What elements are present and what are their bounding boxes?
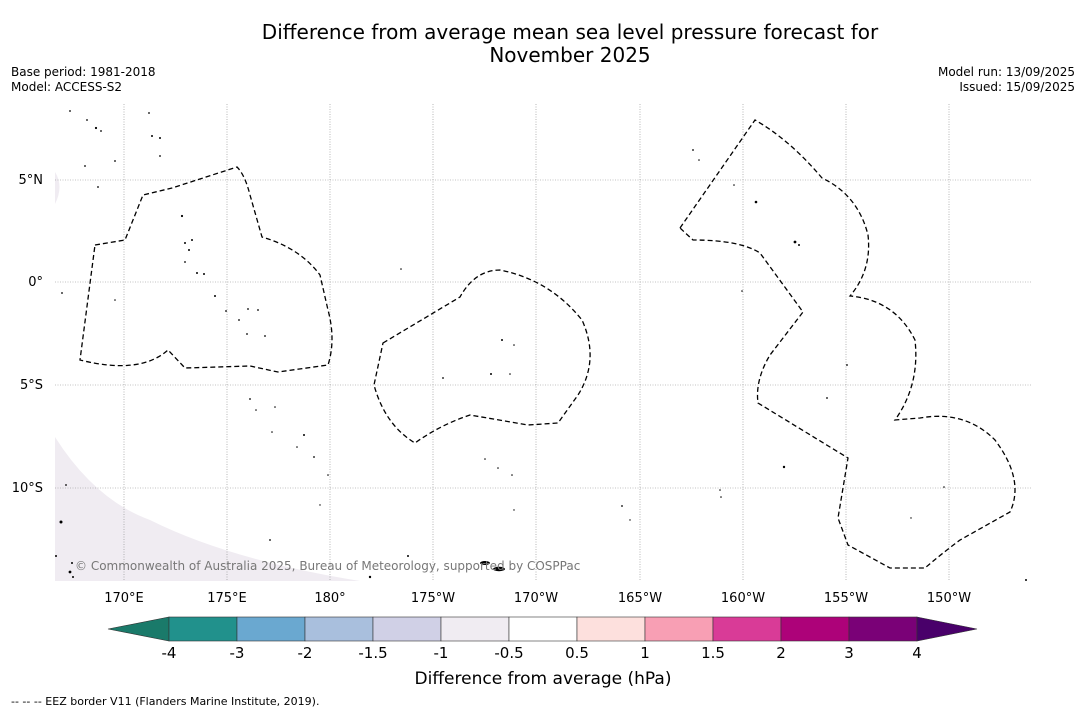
colorbar-segment-3	[304, 616, 374, 642]
eez-border-kiribati-gilbert	[79, 166, 333, 373]
lon-label-160w: 160°W	[721, 591, 765, 606]
lon-label-175e: 175°E	[207, 591, 247, 606]
colorbar-tick: -1.5	[358, 644, 387, 662]
colorbar-label: Difference from average (hPa)	[415, 669, 672, 689]
anomaly-region-bottom-left	[55, 437, 360, 581]
eez-footnote: -- -- -- EEZ border V11 (Flanders Marine…	[11, 695, 320, 708]
anomaly-region-top-left	[55, 172, 60, 204]
lon-label-165w: 165°W	[618, 591, 662, 606]
colorbar-segment-5	[440, 616, 510, 642]
model-text: Model: ACCESS-S2	[11, 80, 123, 94]
run-info: Model run: 13/09/2025 Issued: 15/09/2025	[938, 65, 1075, 95]
colorbar-ticks: -4 -3 -2 -1.5 -1 -0.5 0.5 1 1.5 2 3 4	[162, 644, 922, 662]
lat-label-0: 0°	[28, 275, 43, 290]
colorbar-tick: -4	[162, 644, 177, 662]
islands	[55, 110, 1027, 581]
title-line-2: November 2025	[489, 43, 651, 67]
colorbar-tick: 1.5	[701, 644, 725, 662]
colorbar-tick: 4	[912, 644, 922, 662]
eez-border-line-islands	[679, 119, 1016, 569]
lon-label-175w: 175°W	[411, 591, 455, 606]
lon-label-170e: 170°E	[104, 591, 144, 606]
model-run-text: Model run: 13/09/2025	[937, 65, 1075, 79]
base-info: Base period: 1981-2018 Model: ACCESS-S2	[11, 65, 156, 95]
colorbar-extend-low	[107, 616, 170, 642]
colorbar-segment-10	[780, 616, 850, 642]
issued-text: Issued: 15/09/2025	[959, 80, 1075, 94]
colorbar-tick: -1	[434, 644, 449, 662]
colorbar-tick: -3	[230, 644, 245, 662]
colorbar-segment-11	[848, 616, 918, 642]
colorbar-tick: -0.5	[494, 644, 523, 662]
base-period-text: Base period: 1981-2018	[11, 65, 156, 79]
eez-border-phoenix	[373, 269, 591, 444]
lon-label-150w: 150°W	[927, 591, 971, 606]
colorbar-tick: 3	[844, 644, 854, 662]
copyright-text: © Commonwealth of Australia 2025, Bureau…	[75, 559, 580, 573]
lat-label-5s: 5°S	[20, 378, 43, 393]
eez-borders	[79, 119, 1016, 569]
lat-label-10s: 10°S	[12, 481, 43, 496]
chart-title: Difference from average mean sea level p…	[0, 21, 1085, 67]
colorbar-tick: -2	[298, 644, 313, 662]
colorbar-extend-high	[916, 616, 978, 642]
colorbar-segment-2	[236, 616, 306, 642]
colorbar-segment-1	[168, 616, 238, 642]
colorbar-segment-4	[372, 616, 442, 642]
lat-label-5n: 5°N	[19, 173, 44, 188]
lat-labels: 5°N 0° 5°S 10°S	[12, 173, 43, 496]
colorbar-tick: 2	[776, 644, 786, 662]
colorbar-segment-6	[508, 616, 578, 642]
colorbar-tick: 0.5	[565, 644, 589, 662]
lon-label-170w: 170°W	[514, 591, 558, 606]
lon-label-155w: 155°W	[824, 591, 868, 606]
colorbar-segment-9	[712, 616, 782, 642]
title-line-1: Difference from average mean sea level p…	[261, 20, 879, 44]
colorbar-segment-8	[644, 616, 714, 642]
lon-label-180: 180°	[314, 591, 345, 606]
colorbar-tick: 1	[640, 644, 650, 662]
lon-labels: 170°E 175°E 180° 175°W 170°W 165°W 160°W…	[104, 591, 971, 606]
colorbar-segment-7	[576, 616, 646, 642]
colorbar	[107, 616, 978, 642]
gridlines	[55, 104, 1031, 581]
map-area: © Commonwealth of Australia 2025, Bureau…	[55, 104, 1031, 581]
